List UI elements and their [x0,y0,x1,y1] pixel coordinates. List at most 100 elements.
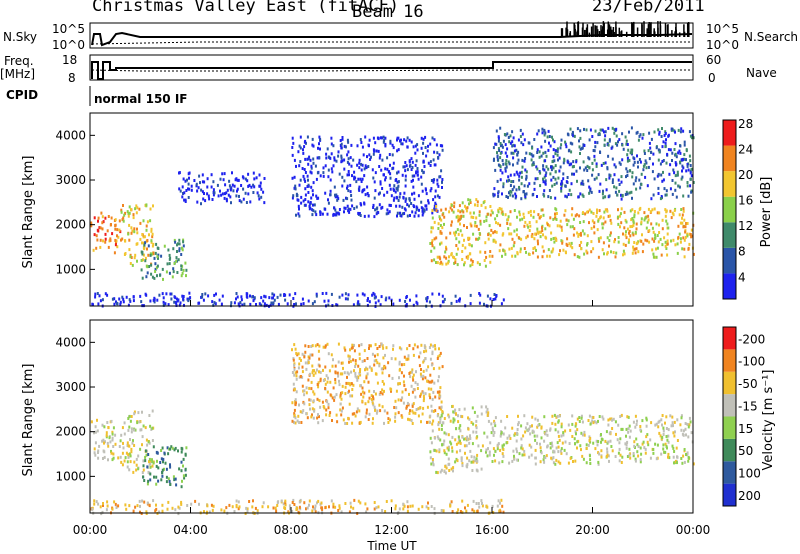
power-echo-cell [169,292,172,296]
power-echo-cell [180,246,183,250]
velocity-colorbar-segment [723,394,736,417]
power-echo-cell [298,164,301,168]
power-echo-cell [624,193,627,196]
power-echo-cell [200,188,203,192]
velocity-echo-cell [514,432,517,436]
velocity-echo-cell [438,366,441,370]
power-echo-cell [425,188,427,192]
power-echo-cell [406,168,409,172]
power-echo-cell [176,250,178,253]
velocity-echo-cell [672,424,674,428]
velocity-echo-cell [185,446,188,450]
velocity-echo-cell [354,414,357,418]
velocity-colorbar-tick-label: -50 [738,377,758,391]
power-echo-cell [425,192,428,196]
velocity-echo-cell [486,413,489,417]
power-echo-cell [565,145,568,149]
power-echo-cell [310,171,313,175]
power-echo-cell [206,185,209,189]
power-echo-cell [613,240,616,244]
velocity-echo-cell [451,510,454,513]
velocity-echo-cell [301,352,304,356]
power-echo-cell [687,247,690,251]
power-echo-cell [535,248,537,252]
power-echo-cell [397,199,400,202]
power-echo-cell [524,195,527,198]
velocity-echo-cell [634,457,637,461]
velocity-echo-cell [121,463,124,467]
velocity-echo-cell [107,444,110,448]
power-echo-cell [96,292,99,295]
power-echo-cell [632,245,635,249]
velocity-echo-cell [127,428,130,432]
power-echo-cell [298,144,301,148]
power-echo-cell [130,231,133,235]
power-echo-cell [610,146,613,150]
velocity-echo-cell [580,448,582,452]
power-colorbar-segment [723,196,736,223]
power-echo-cell [522,143,525,147]
velocity-echo-cell [455,450,458,454]
power-echo-cell [404,184,407,188]
power-echo-cell [219,189,221,193]
power-echo-cell [441,213,444,217]
velocity-echo-cell [129,419,132,423]
power-echo-cell [656,174,659,178]
power-echo-cell [588,157,591,161]
velocity-echo-cell [326,390,329,394]
velocity-echo-cell [295,508,298,511]
power-echo-cell [626,156,629,160]
power-echo-cell [548,189,551,192]
power-echo-cell [591,161,594,165]
power-echo-cell [542,233,544,237]
velocity-echo-cell [557,434,560,438]
velocity-echo-cell [284,501,287,505]
velocity-echo-cell [365,408,368,412]
velocity-echo-cell [552,456,555,460]
power-echo-cell [625,167,628,171]
velocity-echo-cell [634,414,637,418]
velocity-y-tick-label: 3000 [55,380,86,394]
time-tick-label: 00:00 [676,523,711,537]
power-echo-cell [293,303,296,306]
power-echo-cell [593,231,596,235]
power-echo-cell [612,251,615,254]
power-echo-cell [591,168,594,172]
power-echo-cell [666,253,669,257]
power-echo-cell [420,146,423,150]
velocity-echo-cell [542,458,545,462]
power-echo-cell [613,131,616,135]
velocity-echo-cell [152,461,155,465]
power-echo-cell [443,215,446,219]
velocity-echo-cell [494,424,497,428]
power-echo-cell [455,230,457,234]
velocity-echo-cell [660,452,663,456]
velocity-echo-cell [309,407,311,411]
velocity-echo-cell [309,353,312,357]
power-echo-cell [659,197,662,201]
velocity-echo-cell [101,423,104,427]
power-echo-cell [555,181,558,185]
power-echo-cell [347,150,350,154]
velocity-echo-cell [475,419,478,423]
power-echo-cell [431,241,433,245]
power-echo-cell [377,211,380,215]
power-echo-cell [324,164,327,168]
power-echo-cell [212,193,215,197]
velocity-echo-cell [380,367,383,371]
velocity-echo-cell [640,452,643,456]
power-echo-cell [630,218,633,222]
velocity-echo-cell [513,457,516,461]
power-echo-cell [422,171,425,175]
velocity-echo-cell [124,456,127,460]
power-echo-cell [148,265,151,268]
velocity-echo-cell [343,371,346,375]
power-echo-cell [521,158,524,162]
power-echo-cell [603,143,606,147]
velocity-echo-cell [338,379,340,383]
power-echo-cell [128,223,131,227]
power-echo-cell [609,218,612,222]
power-echo-cell [404,174,407,178]
velocity-echo-cell [313,369,315,373]
power-echo-cell [617,208,619,212]
